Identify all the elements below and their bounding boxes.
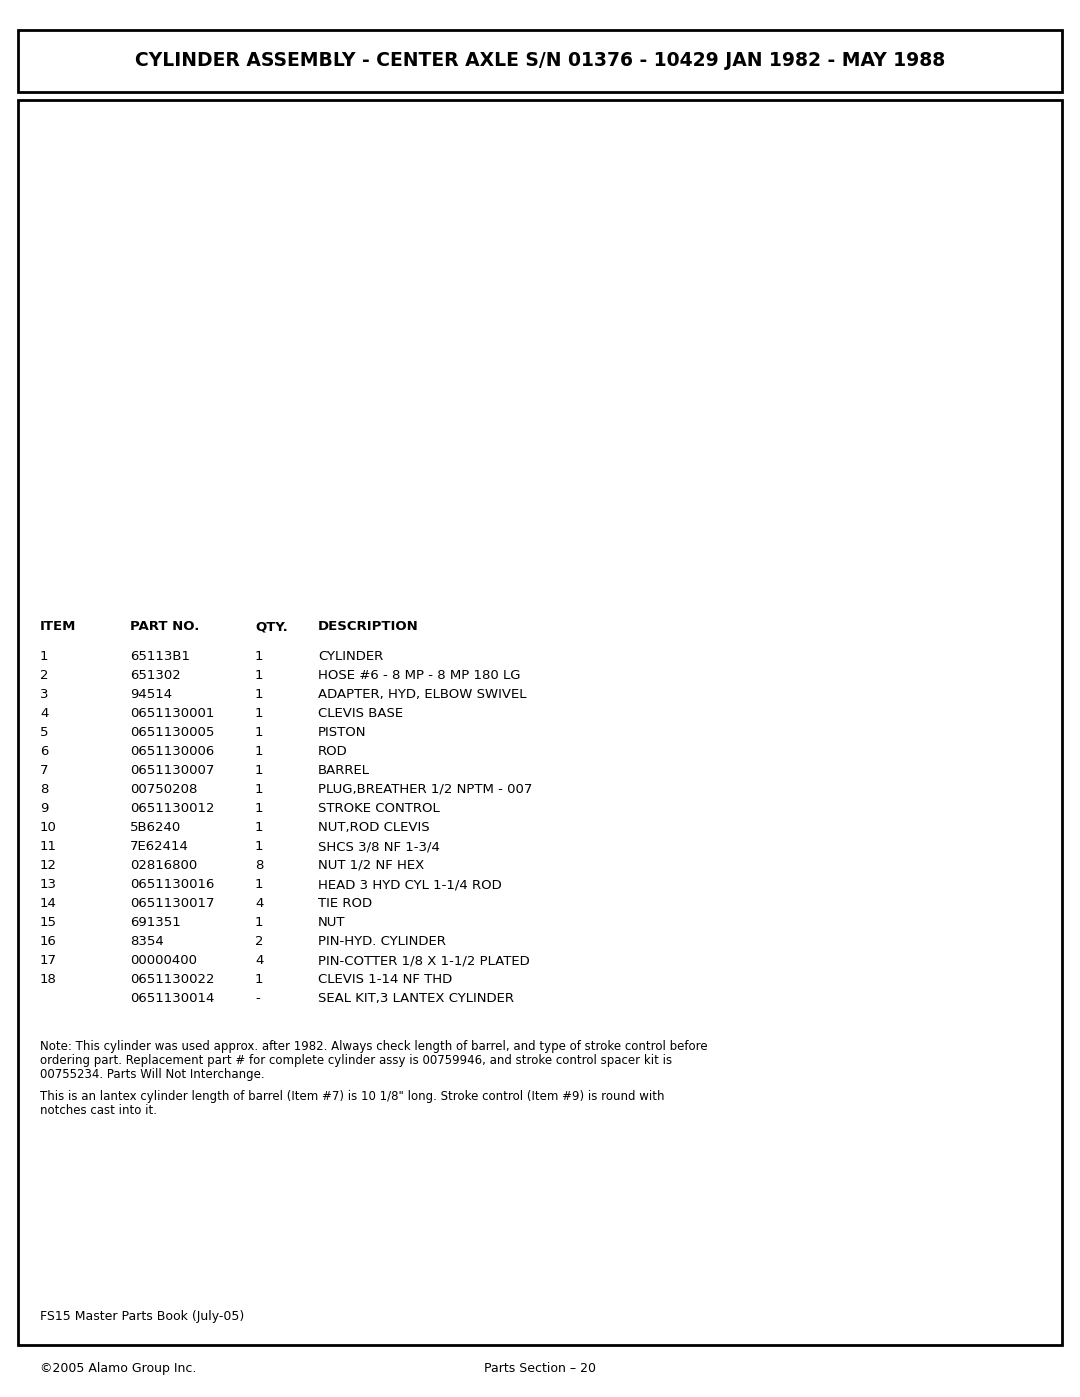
Text: 0651130006: 0651130006 bbox=[130, 745, 214, 759]
Text: -: - bbox=[255, 992, 260, 1004]
Text: ROD: ROD bbox=[318, 745, 348, 759]
Text: Note: This cylinder was used approx. after 1982. Always check length of barrel, : Note: This cylinder was used approx. aft… bbox=[40, 1039, 707, 1053]
Text: CLEVIS 1-14 NF THD: CLEVIS 1-14 NF THD bbox=[318, 972, 453, 986]
Text: 1: 1 bbox=[255, 707, 264, 719]
Text: 0651130022: 0651130022 bbox=[130, 972, 215, 986]
Text: 0651130012: 0651130012 bbox=[130, 802, 215, 814]
Text: 1: 1 bbox=[255, 972, 264, 986]
Text: CYLINDER ASSEMBLY - CENTER AXLE S/N 01376 - 10429 JAN 1982 - MAY 1988: CYLINDER ASSEMBLY - CENTER AXLE S/N 0137… bbox=[135, 52, 945, 70]
Text: 00750208: 00750208 bbox=[130, 782, 198, 796]
Text: 11: 11 bbox=[40, 840, 57, 854]
Text: 12: 12 bbox=[40, 859, 57, 872]
Text: 1: 1 bbox=[255, 877, 264, 891]
Text: PIN-COTTER 1/8 X 1-1/2 PLATED: PIN-COTTER 1/8 X 1-1/2 PLATED bbox=[318, 954, 530, 967]
Text: SEAL KIT,3 LANTEX CYLINDER: SEAL KIT,3 LANTEX CYLINDER bbox=[318, 992, 514, 1004]
Text: NUT: NUT bbox=[318, 916, 346, 929]
Text: 1: 1 bbox=[255, 764, 264, 777]
Text: ADAPTER, HYD, ELBOW SWIVEL: ADAPTER, HYD, ELBOW SWIVEL bbox=[318, 687, 527, 701]
Text: 10: 10 bbox=[40, 821, 57, 834]
Text: 0651130016: 0651130016 bbox=[130, 877, 214, 891]
Text: PISTON: PISTON bbox=[318, 726, 366, 739]
Text: PLUG,BREATHER 1/2 NPTM - 007: PLUG,BREATHER 1/2 NPTM - 007 bbox=[318, 782, 532, 796]
Text: 2: 2 bbox=[40, 669, 49, 682]
Text: 5: 5 bbox=[40, 726, 49, 739]
Text: 0651130017: 0651130017 bbox=[130, 897, 215, 909]
Bar bbox=[18, 101, 1062, 1345]
Text: SHCS 3/8 NF 1-3/4: SHCS 3/8 NF 1-3/4 bbox=[318, 840, 440, 854]
Text: 691351: 691351 bbox=[130, 916, 180, 929]
Text: PART NO.: PART NO. bbox=[130, 620, 200, 633]
Bar bbox=[18, 29, 1062, 92]
Text: STROKE CONTROL: STROKE CONTROL bbox=[318, 802, 440, 814]
Text: 4: 4 bbox=[40, 707, 49, 719]
Text: 1: 1 bbox=[255, 687, 264, 701]
Text: This is an lantex cylinder length of barrel (Item #7) is 10 1/8" long. Stroke co: This is an lantex cylinder length of bar… bbox=[40, 1090, 664, 1104]
Text: TIE ROD: TIE ROD bbox=[318, 897, 373, 909]
Text: FS15 Master Parts Book (July-05): FS15 Master Parts Book (July-05) bbox=[40, 1310, 244, 1323]
Text: 7: 7 bbox=[40, 764, 49, 777]
Text: NUT 1/2 NF HEX: NUT 1/2 NF HEX bbox=[318, 859, 424, 872]
Text: 17: 17 bbox=[40, 954, 57, 967]
Text: 1: 1 bbox=[255, 745, 264, 759]
Text: 3: 3 bbox=[40, 687, 49, 701]
Text: 15: 15 bbox=[40, 916, 57, 929]
Text: 6: 6 bbox=[40, 745, 49, 759]
Text: 1: 1 bbox=[255, 821, 264, 834]
Text: 8: 8 bbox=[40, 782, 49, 796]
Text: NUT,ROD CLEVIS: NUT,ROD CLEVIS bbox=[318, 821, 430, 834]
Bar bbox=[28, 108, 1052, 592]
Text: 16: 16 bbox=[40, 935, 57, 949]
Text: 1: 1 bbox=[255, 782, 264, 796]
Text: QTY.: QTY. bbox=[255, 620, 287, 633]
Text: 18: 18 bbox=[40, 972, 57, 986]
Text: 2: 2 bbox=[255, 935, 264, 949]
Text: DESCRIPTION: DESCRIPTION bbox=[318, 620, 419, 633]
Text: 1: 1 bbox=[255, 916, 264, 929]
Text: 00000400: 00000400 bbox=[130, 954, 197, 967]
Text: 5B6240: 5B6240 bbox=[130, 821, 181, 834]
Text: 8: 8 bbox=[255, 859, 264, 872]
Text: 0651130005: 0651130005 bbox=[130, 726, 214, 739]
Text: CYLINDER: CYLINDER bbox=[318, 650, 383, 664]
Text: 0651130007: 0651130007 bbox=[130, 764, 214, 777]
Text: 1: 1 bbox=[255, 669, 264, 682]
Text: CLEVIS BASE: CLEVIS BASE bbox=[318, 707, 403, 719]
Text: 13: 13 bbox=[40, 877, 57, 891]
Text: Parts Section – 20: Parts Section – 20 bbox=[484, 1362, 596, 1375]
Text: ITEM: ITEM bbox=[40, 620, 77, 633]
Text: 02816800: 02816800 bbox=[130, 859, 198, 872]
Text: 00755234. Parts Will Not Interchange.: 00755234. Parts Will Not Interchange. bbox=[40, 1067, 265, 1081]
Text: 9: 9 bbox=[40, 802, 49, 814]
Text: 14: 14 bbox=[40, 897, 57, 909]
Text: 1: 1 bbox=[255, 802, 264, 814]
Text: 1: 1 bbox=[40, 650, 49, 664]
Text: 0651130014: 0651130014 bbox=[130, 992, 214, 1004]
Text: 7E62414: 7E62414 bbox=[130, 840, 189, 854]
Text: notches cast into it.: notches cast into it. bbox=[40, 1104, 157, 1118]
Text: 0651130001: 0651130001 bbox=[130, 707, 214, 719]
Text: 4: 4 bbox=[255, 897, 264, 909]
Text: 65113B1: 65113B1 bbox=[130, 650, 190, 664]
Text: ©2005 Alamo Group Inc.: ©2005 Alamo Group Inc. bbox=[40, 1362, 197, 1375]
Text: 4: 4 bbox=[255, 954, 264, 967]
Text: PIN-HYD. CYLINDER: PIN-HYD. CYLINDER bbox=[318, 935, 446, 949]
Text: 1: 1 bbox=[255, 840, 264, 854]
Text: 1: 1 bbox=[255, 650, 264, 664]
Text: BARREL: BARREL bbox=[318, 764, 370, 777]
Text: 8354: 8354 bbox=[130, 935, 164, 949]
Text: ordering part. Replacement part # for complete cylinder assy is 00759946, and st: ordering part. Replacement part # for co… bbox=[40, 1053, 672, 1067]
Text: 1: 1 bbox=[255, 726, 264, 739]
Text: 94514: 94514 bbox=[130, 687, 172, 701]
Text: HOSE #6 - 8 MP - 8 MP 180 LG: HOSE #6 - 8 MP - 8 MP 180 LG bbox=[318, 669, 521, 682]
Text: 651302: 651302 bbox=[130, 669, 180, 682]
Text: HEAD 3 HYD CYL 1-1/4 ROD: HEAD 3 HYD CYL 1-1/4 ROD bbox=[318, 877, 502, 891]
